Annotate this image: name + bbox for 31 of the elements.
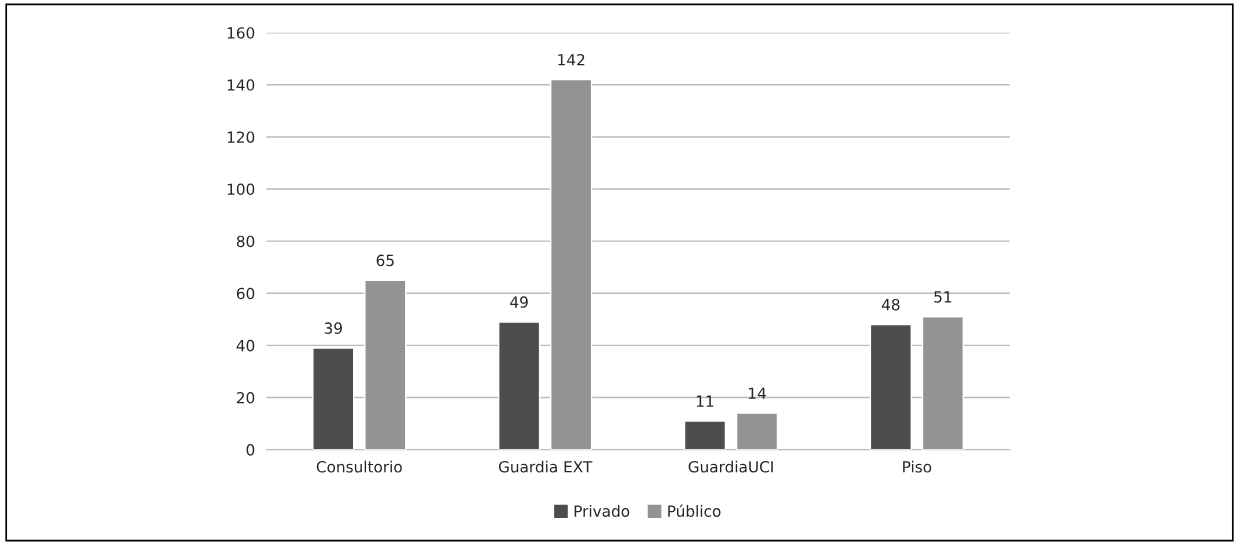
- bar: [735, 412, 779, 450]
- data-label: 142: [558, 53, 585, 66]
- data-label: 49: [510, 296, 528, 308]
- y-tick-label: 20: [236, 391, 255, 404]
- data-label: 51: [934, 291, 952, 303]
- y-tick-label: 100: [227, 183, 255, 196]
- bar: [550, 78, 593, 450]
- bar: [364, 279, 407, 450]
- data-label: 65: [376, 254, 394, 267]
- x-tick-label: GuardiaUCI: [688, 460, 773, 473]
- bar: [312, 347, 355, 450]
- bar: [683, 420, 727, 450]
- bar: [498, 321, 541, 450]
- legend-label: Privado: [574, 505, 630, 517]
- bar: [921, 316, 965, 450]
- data-label: 48: [881, 298, 900, 311]
- x-tick-label: Guardia EXT: [498, 460, 593, 473]
- x-tick-label: Piso: [903, 460, 932, 473]
- data-label: 39: [324, 322, 342, 334]
- data-label: 14: [748, 387, 766, 399]
- x-tick-label: Consultorio: [316, 460, 402, 473]
- legend-label: Público: [668, 504, 721, 517]
- y-tick-label: 120: [227, 131, 255, 143]
- y-tick-label: 80: [236, 235, 255, 248]
- y-tick-label: 60: [236, 287, 255, 300]
- y-tick-label: 140: [227, 79, 255, 91]
- data-label: 11: [696, 395, 714, 407]
- y-tick-label: 160: [227, 27, 255, 39]
- bar: [869, 323, 912, 450]
- y-tick-label: 0: [246, 444, 255, 456]
- y-tick-label: 40: [236, 339, 255, 352]
